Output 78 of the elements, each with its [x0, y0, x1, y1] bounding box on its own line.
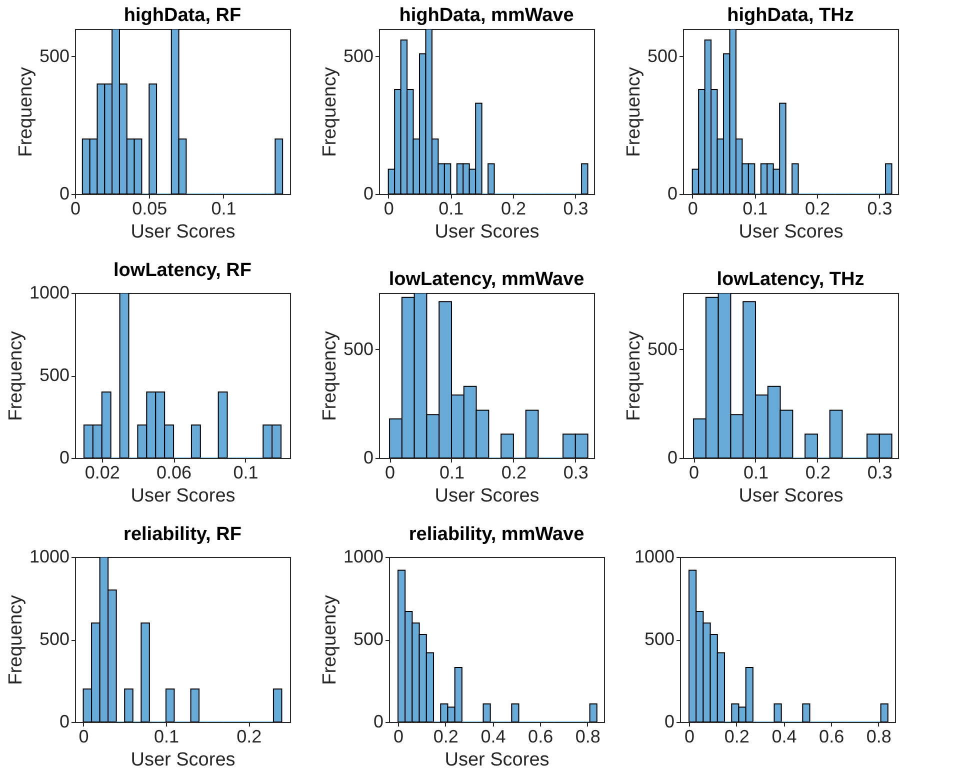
chart-title: lowLatency, THz [716, 269, 864, 290]
y-tick-label: 500 [39, 365, 70, 385]
x-axis-title: User Scores [130, 486, 236, 506]
y-tick-label: 0 [667, 448, 678, 468]
x-tick-label: 0.1 [743, 462, 769, 482]
x-tick-label: 0 [393, 726, 404, 746]
x-tick-label: 0.05 [132, 198, 168, 218]
y-tick-label: 0 [373, 712, 384, 732]
chart-title: lowLatency, mmWave [388, 269, 584, 290]
y-tick-label: 500 [39, 46, 70, 66]
x-tick-label: 0.2 [500, 198, 526, 218]
y-tick-label: 500 [647, 46, 678, 66]
chart-title: lowLatency, RF [114, 260, 252, 281]
y-tick-label: 0 [59, 184, 70, 204]
x-tick-label: 0.1 [439, 462, 465, 482]
x-axis-title: User Scores [434, 486, 540, 506]
y-axis-title: Frequency [319, 66, 340, 157]
x-axis-title: User Scores [130, 222, 236, 242]
x-tick-label: 0.2 [724, 726, 750, 746]
x-tick-label: 0 [689, 462, 700, 482]
x-tick-label: 0.3 [867, 462, 892, 482]
y-axis-title: Frequency [5, 594, 26, 685]
x-axis-title: User Scores [130, 750, 236, 770]
x-tick-label: 0 [684, 726, 695, 746]
x-tick-label: 0.8 [575, 726, 600, 746]
y-tick-label: 0 [664, 712, 674, 732]
x-tick-label: 0.6 [528, 726, 554, 746]
y-tick-label: 1000 [634, 546, 674, 566]
y-tick-label: 500 [343, 46, 374, 66]
y-axis-title: Frequency [319, 594, 340, 685]
y-tick-label: 1000 [343, 546, 384, 566]
y-tick-label: 0 [363, 184, 374, 204]
y-axis-title: Frequency [15, 66, 36, 157]
chart-title: highData, mmWave [399, 5, 574, 26]
y-axis-title: Frequency [5, 330, 26, 421]
y-tick-label: 500 [39, 629, 70, 649]
x-tick-label: 0.4 [772, 726, 797, 746]
x-tick-label: 0.2 [433, 726, 458, 746]
x-tick-label: 0.1 [211, 198, 236, 218]
x-axis-title: User Scores [738, 486, 844, 506]
y-tick-label: 0 [363, 448, 374, 468]
y-tick-label: 500 [343, 338, 374, 359]
x-tick-label: 0.3 [867, 198, 892, 218]
x-tick-label: 0 [78, 726, 89, 746]
x-tick-label: 0.2 [804, 198, 830, 218]
x-tick-label: 0.2 [501, 462, 526, 482]
x-axis-title: User Scores [738, 222, 844, 242]
x-tick-label: 0.2 [805, 462, 830, 482]
x-tick-label: 0.1 [742, 198, 768, 218]
y-axis-title: Frequency [623, 66, 644, 157]
x-tick-label: 0.1 [233, 462, 258, 482]
chart-title: reliability, RF [124, 524, 242, 545]
x-tick-label: 0.02 [84, 462, 120, 482]
x-tick-label: 0.6 [819, 726, 844, 746]
y-tick-label: 0 [667, 184, 678, 204]
y-tick-label: 0 [59, 712, 70, 732]
chart-title: highData, RF [124, 5, 242, 26]
x-axis-title: User Scores [434, 222, 540, 242]
y-tick-label: 500 [647, 338, 678, 359]
x-tick-label: 0 [688, 198, 698, 218]
x-tick-label: 0.1 [438, 198, 464, 218]
x-tick-label: 0.2 [236, 726, 262, 746]
y-tick-label: 1000 [29, 546, 70, 566]
x-axis-title: User Scores [444, 750, 550, 770]
x-tick-label: 0.06 [156, 462, 192, 482]
x-tick-label: 0.4 [480, 726, 506, 746]
x-tick-label: 0.1 [154, 726, 179, 746]
x-tick-label: 0.8 [866, 726, 892, 746]
x-tick-label: 0.3 [563, 462, 588, 482]
y-tick-label: 500 [644, 629, 674, 649]
chart-title: reliability, mmWave [408, 524, 584, 545]
y-tick-label: 1000 [29, 282, 70, 302]
y-axis-title: Frequency [319, 330, 340, 421]
y-tick-label: 0 [59, 448, 70, 468]
y-tick-label: 500 [353, 629, 384, 649]
y-axis-title: Frequency [623, 330, 644, 421]
x-tick-label: 0.3 [563, 198, 588, 218]
chart-title: highData, THz [727, 5, 854, 26]
